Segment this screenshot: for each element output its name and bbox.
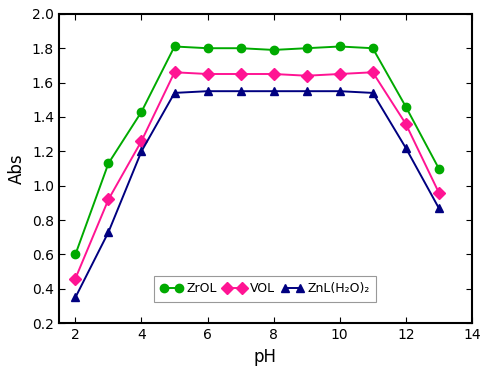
ZrOL	[336, 44, 342, 49]
VOL	[270, 72, 276, 76]
ZnL(H₂O)₂	[138, 149, 144, 154]
Y-axis label: Abs: Abs	[8, 153, 26, 184]
ZrOL	[72, 252, 78, 257]
VOL	[435, 190, 441, 195]
ZrOL	[138, 110, 144, 114]
ZrOL	[402, 104, 408, 109]
ZnL(H₂O)₂	[204, 89, 210, 94]
VOL	[171, 70, 177, 74]
VOL	[402, 122, 408, 126]
ZrOL	[204, 46, 210, 50]
ZnL(H₂O)₂	[369, 91, 375, 95]
VOL	[105, 197, 111, 202]
Legend: ZrOL, VOL, ZnL(H₂O)₂: ZrOL, VOL, ZnL(H₂O)₂	[154, 276, 375, 301]
VOL	[336, 72, 342, 76]
ZnL(H₂O)₂	[303, 89, 309, 94]
ZrOL	[171, 44, 177, 49]
Line: ZrOL: ZrOL	[71, 42, 442, 259]
VOL	[204, 72, 210, 76]
ZrOL	[435, 166, 441, 171]
ZnL(H₂O)₂	[270, 89, 276, 94]
VOL	[72, 276, 78, 281]
ZnL(H₂O)₂	[402, 145, 408, 150]
VOL	[138, 139, 144, 143]
Line: ZnL(H₂O)₂: ZnL(H₂O)₂	[71, 87, 442, 302]
VOL	[237, 72, 243, 76]
ZnL(H₂O)₂	[435, 206, 441, 210]
ZnL(H₂O)₂	[72, 295, 78, 300]
ZrOL	[369, 46, 375, 50]
ZrOL	[270, 48, 276, 52]
ZrOL	[105, 161, 111, 166]
Line: VOL: VOL	[71, 68, 442, 283]
ZnL(H₂O)₂	[105, 230, 111, 234]
ZnL(H₂O)₂	[171, 91, 177, 95]
ZnL(H₂O)₂	[336, 89, 342, 94]
ZrOL	[303, 46, 309, 50]
VOL	[369, 70, 375, 74]
X-axis label: pH: pH	[253, 348, 276, 366]
ZnL(H₂O)₂	[237, 89, 243, 94]
VOL	[303, 73, 309, 78]
ZrOL	[237, 46, 243, 50]
